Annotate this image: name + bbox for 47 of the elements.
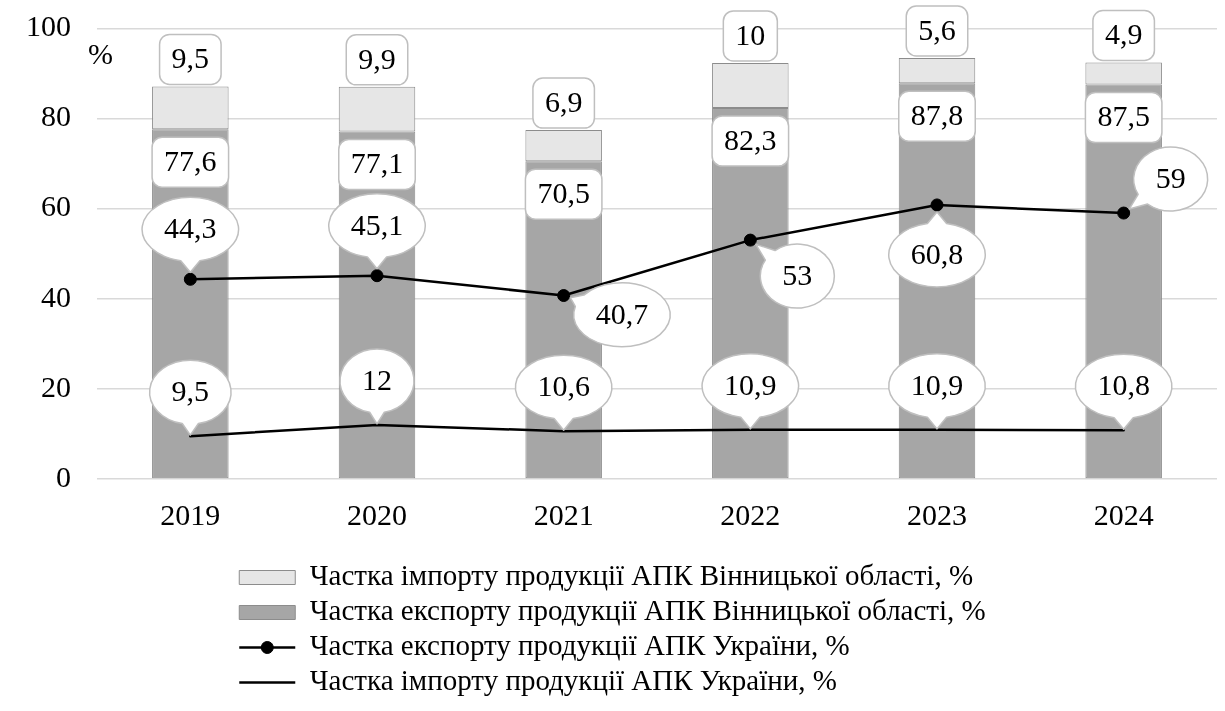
legend-label: Частка експорту продукції АПК Вінницької області, %: [309, 594, 986, 627]
data-label: 6,9: [544, 84, 583, 118]
y-tick-label: 100: [26, 9, 71, 43]
legend-label: Частка експорту продукції АПК України, %: [309, 629, 850, 662]
data-label: 60,8: [910, 236, 964, 270]
data-label: 12: [362, 362, 392, 396]
data-label: 5,6: [918, 12, 956, 46]
y-tick-label: 0: [56, 459, 71, 493]
data-label: 10,9: [910, 367, 964, 401]
x-tick-label: 2023: [907, 497, 967, 531]
x-tick-label: 2021: [533, 497, 594, 531]
data-label: 9,5: [171, 374, 210, 408]
y-tick-label: 40: [41, 279, 71, 313]
data-label: 10,9: [724, 367, 777, 401]
data-label: 53: [782, 257, 813, 291]
point: [370, 269, 384, 283]
point: [930, 198, 944, 212]
x-tick-label: 2024: [1093, 497, 1154, 531]
y-tick-label: 60: [41, 189, 71, 223]
y-tick-label: 20: [41, 369, 71, 403]
data-label: 87,5: [1097, 99, 1150, 133]
data-label: 77,1: [350, 146, 404, 180]
data-label: 4,9: [1104, 17, 1143, 51]
data-label: 82,3: [724, 122, 777, 156]
data-label: 10: [735, 17, 766, 51]
x-tick-label: 2020: [347, 497, 407, 531]
data-label: 40,7: [595, 296, 649, 330]
data-label: 44,3: [164, 211, 217, 245]
x-tick-label: 2022: [720, 497, 781, 531]
point: [183, 272, 197, 286]
point: [557, 289, 571, 303]
data-label: 10,8: [1097, 368, 1150, 402]
legend-label: Частка імпорту продукції АПК Вінницької області, %: [309, 559, 974, 592]
data-label: 9,9: [358, 41, 396, 75]
data-label: 70,5: [537, 176, 590, 210]
data-label: 45,1: [350, 207, 404, 241]
point: [1117, 206, 1131, 220]
point: [743, 233, 757, 247]
y-tick-label: 80: [41, 99, 71, 133]
data-label: 87,8: [910, 98, 964, 132]
data-label: 9,5: [171, 41, 210, 75]
data-label: 59: [1155, 160, 1186, 194]
legend-label: Частка імпорту продукції АПК України, %: [309, 664, 837, 697]
data-label: 77,6: [164, 144, 217, 178]
x-tick-label: 2019: [160, 497, 221, 531]
data-label: 10,6: [537, 369, 590, 403]
y-axis-title: %: [88, 37, 113, 71]
